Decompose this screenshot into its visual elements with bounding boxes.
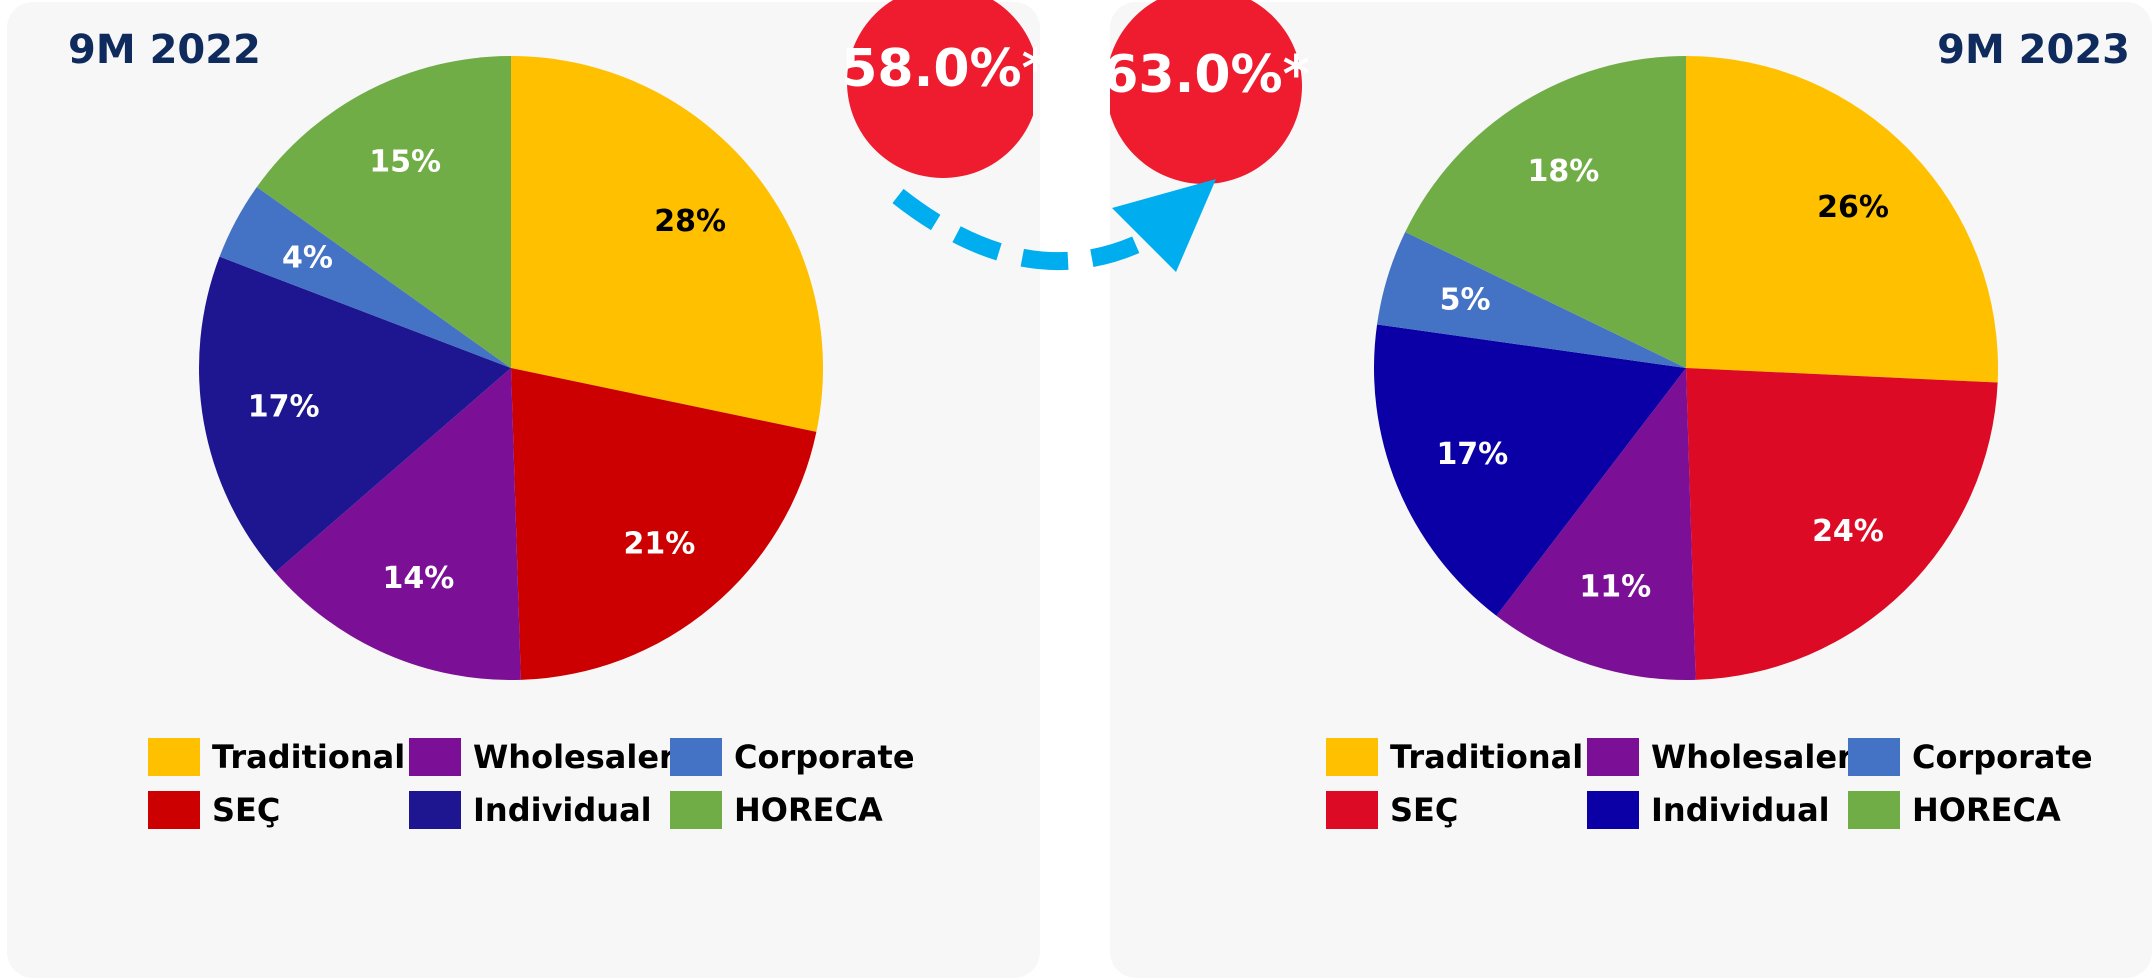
pie-slice — [275, 368, 521, 680]
data-label: 17% — [1436, 437, 1508, 472]
legend-swatch — [148, 791, 200, 829]
legend-swatch — [1587, 738, 1639, 776]
pie-slice — [256, 56, 511, 368]
legend-swatch — [670, 791, 722, 829]
badge-text: 63.0%* — [1102, 45, 1310, 105]
pie-slice — [1686, 56, 1999, 383]
legend-label: Corporate — [734, 738, 915, 776]
legend-swatch — [1848, 791, 1900, 829]
data-label: 17% — [248, 390, 320, 425]
legend-label: SEÇ — [212, 791, 280, 829]
pie-slice — [1405, 56, 1686, 368]
arrow — [892, 188, 1155, 271]
legend-swatch — [670, 738, 722, 776]
data-label: 5% — [1440, 282, 1491, 317]
legend-label: Traditional — [212, 738, 405, 776]
legend-label: Corporate — [1912, 738, 2093, 776]
badge — [847, 0, 1033, 178]
legend-swatch — [1587, 791, 1639, 829]
legend-swatch — [1326, 738, 1378, 776]
legend-swatch — [409, 791, 461, 829]
data-label: 11% — [1579, 569, 1651, 604]
legend-swatch — [148, 738, 200, 776]
legend-label: HORECA — [1912, 791, 2061, 829]
legend-label: Wholesaler — [1651, 738, 1853, 776]
pie-slice — [511, 368, 817, 680]
chart-title: 9M 2023 — [1937, 27, 2130, 73]
pie-slice — [1377, 232, 1686, 368]
data-label: 26% — [1817, 190, 1889, 225]
legend-swatch — [409, 738, 461, 776]
data-label: 15% — [369, 144, 441, 179]
pie-slice — [1374, 324, 1686, 616]
pie-slice — [219, 187, 511, 368]
data-label: 14% — [383, 561, 455, 596]
data-label: 21% — [624, 526, 696, 561]
badge-text: 58.0%* — [841, 39, 1049, 99]
legend-swatch — [1326, 791, 1378, 829]
data-label: 18% — [1527, 154, 1599, 189]
chart-title: 9M 2022 — [68, 27, 261, 73]
pie-slice — [198, 256, 511, 573]
legend-swatch — [1848, 738, 1900, 776]
legend-label: Individual — [473, 791, 652, 829]
legend-label: SEÇ — [1390, 791, 1458, 829]
legend-label: Individual — [1651, 791, 1830, 829]
data-label: 28% — [654, 204, 726, 239]
arrow-head — [1112, 179, 1216, 272]
legend-label: Traditional — [1390, 738, 1583, 776]
data-label: 24% — [1812, 514, 1884, 549]
legend-label: Wholesaler — [473, 738, 675, 776]
pie-slice — [1496, 368, 1696, 680]
pie-slice — [1686, 368, 1998, 680]
pie-slice — [511, 56, 823, 432]
legend-label: HORECA — [734, 791, 883, 829]
badge — [1110, 0, 1302, 184]
data-label: 4% — [282, 240, 333, 275]
